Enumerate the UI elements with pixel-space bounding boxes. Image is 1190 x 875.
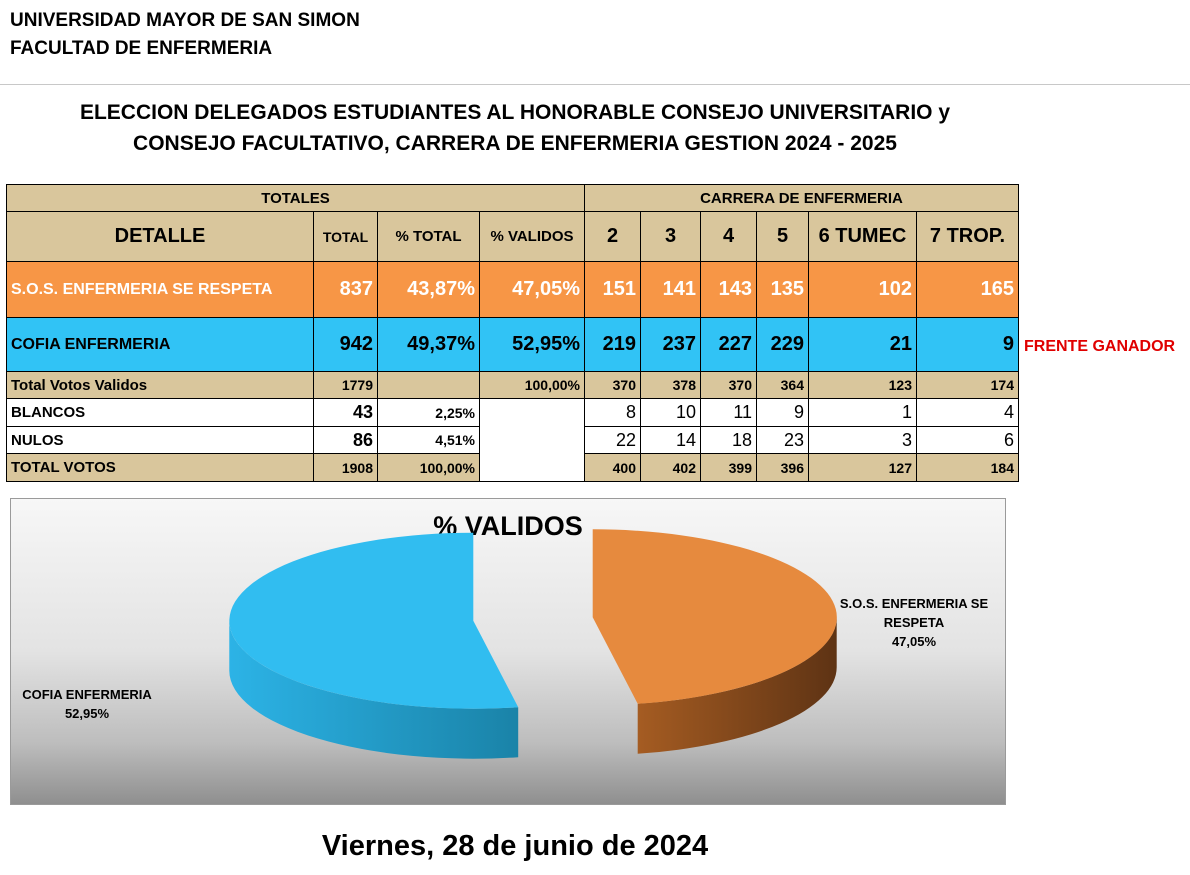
sos-c6: 102 <box>808 261 917 318</box>
sos-slice-name: S.O.S. ENFERMERIA SE RESPETA <box>839 596 989 630</box>
validos-pct-validos: 100,00% <box>479 371 585 399</box>
nulos-total: 86 <box>313 426 378 454</box>
nulos-pct-total: 4,51% <box>377 426 480 454</box>
col-header-6-tumec: 6 TUMEC <box>808 211 917 262</box>
sos-pct-validos: 47,05% <box>479 261 585 318</box>
row-cofia: COFIA ENFERMERIA 942 49,37% 52,95% 219 2… <box>6 317 1019 372</box>
blancos-c5: 9 <box>756 398 809 427</box>
col-header-2: 2 <box>584 211 641 262</box>
report-title-line-2: CONSEJO FACULTATIVO, CARRERA DE ENFERMER… <box>133 132 897 155</box>
header-divider <box>0 84 1190 85</box>
validos-c7: 174 <box>916 371 1019 399</box>
cofia-c2: 219 <box>584 317 641 372</box>
cofia-c4: 227 <box>700 317 757 372</box>
blancos-label: BLANCOS <box>6 398 314 427</box>
pie-chart-panel: % VALIDOS S.O.S. ENFERMERIA SE RESPETA 4… <box>10 498 1006 805</box>
col-header-5: 5 <box>756 211 809 262</box>
validos-c6: 123 <box>808 371 917 399</box>
report-title-line-1: ELECCION DELEGADOS ESTUDIANTES AL HONORA… <box>79 101 951 124</box>
total-votos-c3: 402 <box>640 453 701 482</box>
sos-slice-top <box>592 529 837 704</box>
sos-c3: 141 <box>640 261 701 318</box>
cofia-c6: 21 <box>808 317 917 372</box>
nulos-c5: 23 <box>756 426 809 454</box>
validos-total: 1779 <box>313 371 378 399</box>
total-votos-total: 1908 <box>313 453 378 482</box>
col-header-7-trop: 7 TROP. <box>916 211 1019 262</box>
cofia-slice-top <box>229 532 519 709</box>
cofia-total: 942 <box>313 317 378 372</box>
validos-label: Total Votos Validos <box>6 371 314 399</box>
total-votos-c7: 184 <box>916 453 1019 482</box>
sos-slice-percent: 47,05% <box>891 634 937 649</box>
row-total-votos-validos: Total Votos Validos 1779 100,00% 370 378… <box>6 371 1019 399</box>
sos-pct-total: 43,87% <box>377 261 480 318</box>
footer-date: Viernes, 28 de junio de 2024 <box>321 830 709 862</box>
blancos-c4: 11 <box>700 398 757 427</box>
nulos-label: NULOS <box>6 426 314 454</box>
cofia-slice <box>229 532 519 759</box>
validos-pct-total <box>377 371 480 399</box>
row-blancos: BLANCOS 43 2,25% 8 10 11 9 1 4 <box>6 398 1019 482</box>
col-header-total: TOTAL <box>313 211 378 262</box>
empty-cell <box>479 398 585 482</box>
sos-c7: 165 <box>916 261 1019 318</box>
sos-label: S.O.S. ENFERMERIA SE RESPETA <box>6 261 314 318</box>
col-header-3: 3 <box>640 211 701 262</box>
total-votos-c2: 400 <box>584 453 641 482</box>
cofia-pct-total: 49,37% <box>377 317 480 372</box>
sos-c4: 143 <box>700 261 757 318</box>
total-votos-label: TOTAL VOTOS <box>6 453 314 482</box>
total-votos-c6: 127 <box>808 453 917 482</box>
cofia-data-label: COFIA ENFERMERIA 52,95% <box>13 685 161 723</box>
row-total-votos: TOTAL VOTOS 1908 100,00% 400 402 399 396… <box>6 453 1019 482</box>
group-header-totales: TOTALES <box>6 184 585 212</box>
faculty-name: FACULTAD DE ENFERMERIA <box>10 38 273 59</box>
validos-c2: 370 <box>584 371 641 399</box>
validos-c3: 378 <box>640 371 701 399</box>
blancos-pct-total: 2,25% <box>377 398 480 427</box>
blancos-c2: 8 <box>584 398 641 427</box>
results-table: TOTALES CARRERA DE ENFERMERIA DETALLE TO… <box>6 184 1019 482</box>
nulos-c3: 14 <box>640 426 701 454</box>
cofia-c3: 237 <box>640 317 701 372</box>
sos-c2: 151 <box>584 261 641 318</box>
validos-c4: 370 <box>700 371 757 399</box>
cofia-c7: 9 <box>916 317 1019 372</box>
total-votos-c4: 399 <box>700 453 757 482</box>
sos-data-label: S.O.S. ENFERMERIA SE RESPETA 47,05% <box>839 594 989 651</box>
pie-chart <box>229 529 837 759</box>
university-name: UNIVERSIDAD MAYOR DE SAN SIMON <box>10 10 360 31</box>
validos-c5: 364 <box>756 371 809 399</box>
sos-slice <box>592 529 837 754</box>
sos-c5: 135 <box>756 261 809 318</box>
sos-slice-side <box>637 617 837 754</box>
group-header-carrera: CARRERA DE ENFERMERIA <box>584 184 1019 212</box>
cofia-label: COFIA ENFERMERIA <box>6 317 314 372</box>
cofia-slice-name: COFIA ENFERMERIA <box>22 687 152 702</box>
winner-note: FRENTE GANADOR <box>1024 338 1176 355</box>
col-header-pct-validos: % VALIDOS <box>479 211 585 262</box>
blancos-total: 43 <box>313 398 378 427</box>
nulos-c7: 6 <box>916 426 1019 454</box>
nulos-c2: 22 <box>584 426 641 454</box>
blancos-c3: 10 <box>640 398 701 427</box>
col-header-detalle: DETALLE <box>6 211 314 262</box>
total-votos-pct-total: 100,00% <box>377 453 480 482</box>
col-header-4: 4 <box>700 211 757 262</box>
nulos-c4: 18 <box>700 426 757 454</box>
cofia-pct-validos: 52,95% <box>479 317 585 372</box>
nulos-c6: 3 <box>808 426 917 454</box>
blancos-c7: 4 <box>916 398 1019 427</box>
cofia-slice-percent: 52,95% <box>64 706 110 721</box>
blancos-c6: 1 <box>808 398 917 427</box>
col-header-pct-total: % TOTAL <box>377 211 480 262</box>
cofia-slice-side <box>229 620 519 759</box>
row-sos: S.O.S. ENFERMERIA SE RESPETA 837 43,87% … <box>6 261 1019 318</box>
cofia-c5: 229 <box>756 317 809 372</box>
total-votos-c5: 396 <box>756 453 809 482</box>
sos-total: 837 <box>313 261 378 318</box>
